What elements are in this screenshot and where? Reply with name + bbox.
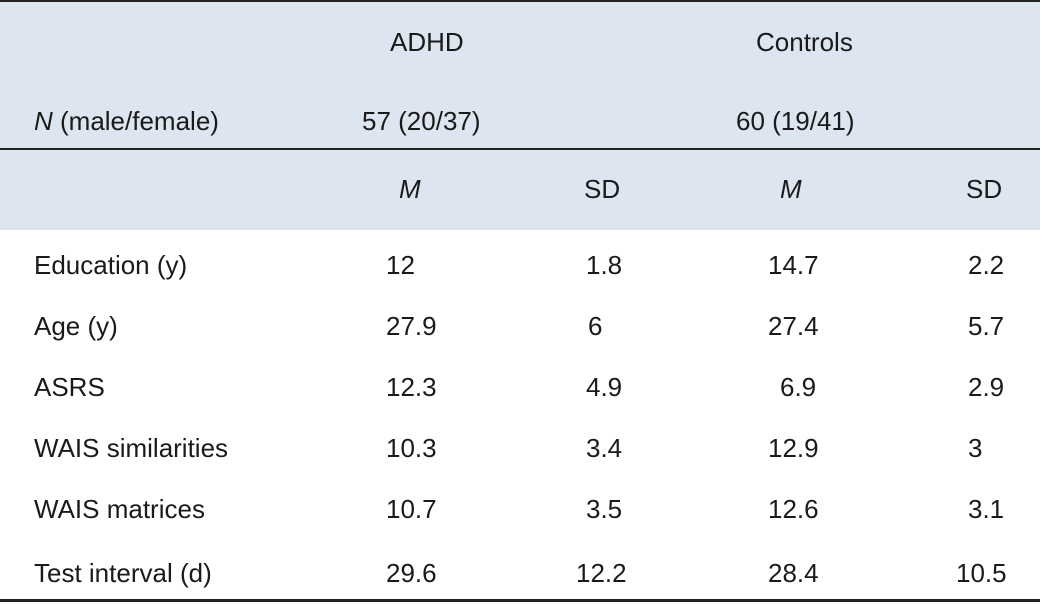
row-label: Age (y) [34,311,118,341]
group-header-row: ADHD Controls [0,2,1040,80]
row-label: WAIS matrices [34,494,205,524]
cell-controls-m: 28.4 [768,558,819,588]
cell-adhd-m: 27.9 [386,311,437,341]
cell-controls-sd: 2.9 [968,372,1005,402]
cell-controls-m: 6.9 [780,372,817,402]
group-header-controls: Controls [756,27,853,57]
cell-controls-sd: 3.1 [968,494,1005,524]
n-row-controls: 60 (19/41) [736,106,855,136]
row-label: Test interval (d) [34,558,212,588]
n-row: N (male/female) 57 (20/37) 60 (19/41) [0,80,1040,148]
cell-adhd-m: 10.7 [386,494,437,524]
cell-controls-m: 14.7 [768,250,819,280]
cell-adhd-sd: 3.4 [586,433,623,463]
n-row-label-text: (male/female) [52,106,219,136]
n-symbol: N [34,106,53,136]
cell-controls-m: 12.9 [768,433,819,463]
cell-adhd-sd: 12.2 [576,558,627,588]
subheader-controls-sd: SD [966,174,1003,204]
cell-controls-m: 27.4 [768,311,819,341]
cell-controls-sd: 10.5 [956,558,1007,588]
cell-adhd-m: 29.6 [386,558,437,588]
cell-adhd-m: 12 [386,250,415,280]
row-label: Education (y) [34,250,188,280]
cell-adhd-sd: 4.9 [586,372,623,402]
subheader-adhd-sd: SD [584,174,621,204]
cell-adhd-sd: 1.8 [586,250,623,280]
cell-controls-sd: 3 [968,433,983,463]
subheader-row: M SD M SD [0,150,1040,230]
cell-adhd-m: 10.3 [386,433,437,463]
header-divider [0,148,1040,150]
group-header-adhd: ADHD [390,27,464,57]
subheader-adhd-m: M [399,174,421,204]
cell-controls-sd: 2.2 [968,250,1005,280]
n-row-label: N (male/female) [34,106,219,136]
cell-adhd-m: 12.3 [386,372,437,402]
subheader-controls-m: M [780,174,802,204]
cell-controls-m: 12.6 [768,494,819,524]
cell-adhd-sd: 3.5 [586,494,623,524]
n-row-adhd: 57 (20/37) [362,106,481,136]
table-bottom-rule [0,599,1040,602]
table-row: Education (y) 12 1.8 14.7 2.2 [0,250,1040,280]
cell-controls-sd: 5.7 [968,311,1005,341]
table-row: ASRS 12.3 4.9 6.9 2.9 [0,372,1040,402]
table-row: Test interval (d) 29.6 12.2 28.4 10.5 [0,558,1040,588]
row-label: WAIS similarities [34,433,229,463]
table-row: Age (y) 27.9 6 27.4 5.7 [0,311,1040,341]
row-label: ASRS [34,372,105,402]
table-row: WAIS similarities 10.3 3.4 12.9 3 [0,433,1040,463]
table-row: WAIS matrices 10.7 3.5 12.6 3.1 [0,494,1040,524]
cell-adhd-sd: 6 [588,311,603,341]
